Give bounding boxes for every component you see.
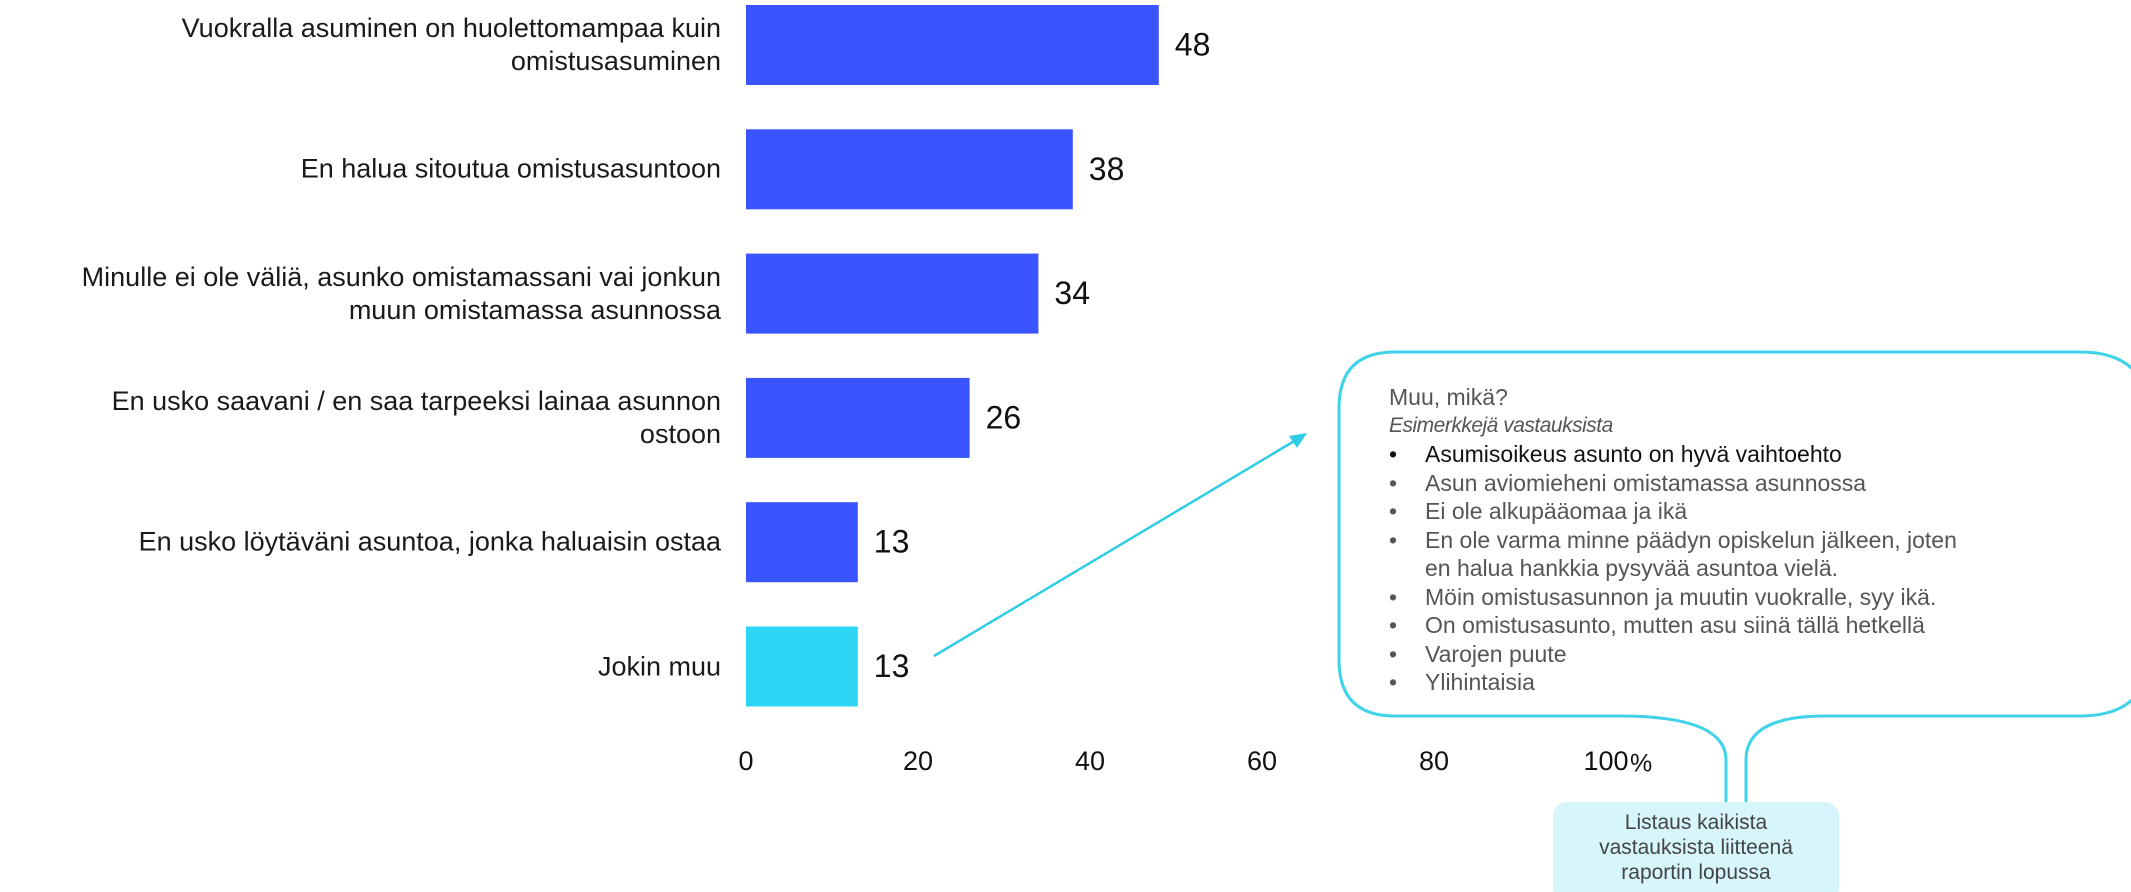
x-tick-label: 100	[1583, 746, 1628, 776]
x-tick-label: 80	[1419, 746, 1449, 776]
category-label: En usko löytäväni asuntoa, jonka haluais…	[138, 526, 721, 557]
bar	[746, 502, 858, 583]
value-label: 13	[874, 524, 910, 560]
callout-outline	[1337, 350, 2131, 802]
callout-list: Asumisoikeus asunto on hyvä vaihtoehtoAs…	[1389, 440, 2089, 697]
value-label: 48	[1175, 26, 1211, 62]
callout-item: Ylihintaisia	[1389, 668, 2089, 697]
callout-item: Möin omistusasunnon ja muutin vuokralle,…	[1389, 583, 2089, 612]
category-label: En usko saavani / en saa tarpeeksi laina…	[111, 385, 721, 449]
bar	[746, 253, 1039, 334]
bar	[746, 5, 1159, 85]
x-unit: %	[1630, 750, 1652, 778]
x-tick-label: 0	[738, 746, 753, 776]
value-label: 38	[1089, 151, 1125, 187]
arrow-line	[933, 438, 1297, 658]
callout-subtitle: Esimerkkejä vastauksista	[1389, 413, 1613, 437]
x-tick-label: 20	[903, 746, 933, 776]
callout-item: Asun aviomieheni omistamassa asunnossa	[1389, 469, 2089, 498]
bar	[746, 129, 1073, 210]
category-label: En halua sitoutua omistusasuntoon	[300, 153, 721, 184]
value-label: 26	[986, 399, 1022, 435]
bar	[746, 377, 970, 458]
callout-item: Varojen puute	[1389, 640, 2089, 669]
value-label: 13	[874, 648, 910, 684]
callout: Muu, mikä? Esimerkkejä vastauksista Asum…	[1389, 383, 2089, 697]
callout-item: On omistusasunto, mutten asu siinä tällä…	[1389, 611, 2089, 640]
arrow-head	[1289, 433, 1307, 448]
callout-item: Ei ole alkupääomaa ja ikä	[1389, 497, 2089, 526]
category-label: Vuokralla asuminen on huolettomampaa kui…	[181, 13, 721, 76]
note: Listaus kaikista vastauksista liitteenä …	[1553, 802, 1839, 892]
callout-item: Asumisoikeus asunto on hyvä vaihtoehto	[1389, 440, 2089, 469]
category-label: Jokin muu	[597, 651, 721, 681]
x-tick-label: 40	[1075, 746, 1105, 776]
callout-title: Muu, mikä?	[1389, 384, 1508, 410]
x-tick-label: 60	[1247, 746, 1277, 776]
bar	[746, 626, 858, 707]
callout-item: En ole varma minne päädyn opiskelun jälk…	[1389, 526, 2089, 583]
value-label: 34	[1054, 275, 1090, 311]
category-label: Minulle ei ole väliä, asunko omistamassa…	[81, 261, 721, 325]
